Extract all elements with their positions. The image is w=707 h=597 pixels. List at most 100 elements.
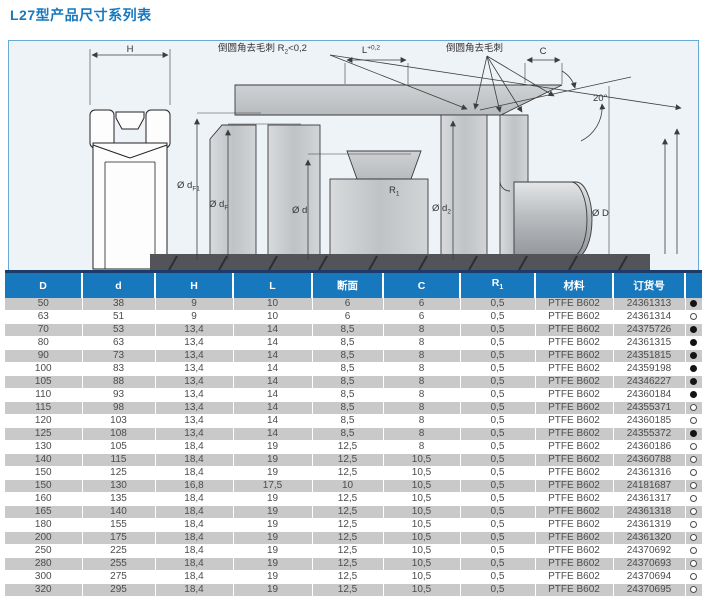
- cell-order_no: 24359198: [612, 362, 685, 377]
- cell-order_no: 24370694: [612, 570, 685, 585]
- cell-order_no: 24346227: [612, 375, 685, 390]
- cell-d: 83: [81, 362, 155, 377]
- angle-arc-top: [561, 70, 577, 89]
- col-header-d: d: [81, 271, 155, 299]
- cell-stock: [684, 544, 702, 559]
- cell-material: PTFE B602: [534, 427, 613, 442]
- cell-L: 19: [232, 544, 312, 559]
- cell-material: PTFE B602: [534, 323, 613, 338]
- col-header-L: L: [232, 271, 312, 299]
- cell-d: 108: [81, 427, 155, 442]
- cell-H: 18,4: [154, 492, 233, 507]
- cell-stock: [684, 375, 702, 390]
- cell-L: 14: [232, 388, 312, 403]
- label-c-dim: C: [540, 46, 547, 57]
- table-body: 50 38 9 10 6 6 0,5 PTFE B602 24361313 63 51 9 10 6 6 0,…: [5, 298, 702, 597]
- cell-D: 165: [5, 505, 82, 520]
- cell-material: PTFE B602: [534, 544, 613, 559]
- cell-C: 8: [382, 414, 460, 429]
- cell-L: 19: [232, 453, 312, 468]
- seal-profile: [89, 109, 171, 270]
- cell-stock: [684, 414, 702, 429]
- cell-L: 14: [232, 414, 312, 429]
- cell-stock: [684, 466, 702, 481]
- seal-installation-diagram: H 倒圆角去毛刺 R2<0,2 L+0,2 倒圆角去毛刺 C 20° Ø dF1…: [89, 42, 682, 270]
- cell-stock: [684, 557, 702, 572]
- cell-L: 10: [232, 298, 312, 312]
- cell-material: PTFE B602: [534, 505, 613, 520]
- open-dot-icon: [690, 533, 698, 541]
- cell-L: 19: [232, 440, 312, 455]
- cell-C: 8: [382, 362, 460, 377]
- cell-L: 19: [232, 570, 312, 585]
- table-row: 125 108 13,4 14 8,5 8 0,5 PTFE B602 24355372: [5, 427, 702, 442]
- cell-order_no: 24370693: [612, 557, 685, 572]
- table-row: 150 125 18,4 19 12,5 10,5 0,5 PTFE B602 24361316: [5, 466, 702, 481]
- cell-material: PTFE B602: [534, 570, 613, 585]
- cell-d: 38: [81, 298, 155, 312]
- open-dot-icon: [690, 546, 698, 554]
- col-header-H: H: [154, 271, 233, 299]
- table-header-row: D d H L 断面 C R1 材料 订货号: [5, 271, 702, 299]
- open-dot-icon: [690, 442, 698, 450]
- cell-H: 18,4: [154, 505, 233, 520]
- cell-R1: 0,5: [459, 323, 535, 338]
- cell-R1: 0,5: [459, 466, 535, 481]
- open-dot-icon: [690, 494, 698, 502]
- cell-R1: 0,5: [459, 310, 535, 325]
- retainer-trapezoid: [346, 150, 422, 180]
- cell-material: PTFE B602: [534, 349, 613, 364]
- cell-section: 12,5: [311, 518, 383, 533]
- leader-deburr-right-2: [486, 55, 502, 113]
- cell-C: 8: [382, 349, 460, 364]
- cell-C: 10,5: [382, 531, 460, 546]
- cell-order_no: 24361313: [612, 298, 685, 312]
- cell-H: 18,4: [154, 570, 233, 585]
- cell-stock: [684, 362, 702, 377]
- cell-material: PTFE B602: [534, 479, 613, 494]
- cell-stock: [684, 583, 702, 597]
- technical-drawing: H 倒圆角去毛刺 R2<0,2 L+0,2 倒圆角去毛刺 C 20° Ø dF1…: [8, 40, 699, 271]
- cell-H: 13,4: [154, 349, 233, 364]
- cell-d: 93: [81, 388, 155, 403]
- col-header-C: C: [382, 271, 460, 299]
- cell-C: 6: [382, 298, 460, 312]
- cell-C: 10,5: [382, 570, 460, 585]
- cell-section: 12,5: [311, 531, 383, 546]
- cell-stock: [684, 492, 702, 507]
- cell-R1: 0,5: [459, 440, 535, 455]
- cell-order_no: 24361316: [612, 466, 685, 481]
- cell-section: 12,5: [311, 505, 383, 520]
- cell-order_no: 24355372: [612, 427, 685, 442]
- cell-d: 275: [81, 570, 155, 585]
- cell-order_no: 24360184: [612, 388, 685, 403]
- cell-stock: [684, 518, 702, 533]
- open-dot-icon: [690, 468, 698, 476]
- cell-H: 18,4: [154, 583, 233, 597]
- cell-D: 200: [5, 531, 82, 546]
- cell-section: 6: [311, 310, 383, 325]
- open-dot-icon: [690, 520, 698, 528]
- label-angle: 20°: [593, 93, 608, 104]
- cell-D: 160: [5, 492, 82, 507]
- cell-C: 6: [382, 310, 460, 325]
- cell-stock: [684, 453, 702, 468]
- groove-block-left: [209, 124, 257, 261]
- cell-L: 19: [232, 518, 312, 533]
- table-row: 130 105 18,4 19 12,5 8 0,5 PTFE B602 24360186: [5, 440, 702, 455]
- table-row: 50 38 9 10 6 6 0,5 PTFE B602 24361313: [5, 298, 702, 312]
- cell-d: 125: [81, 466, 155, 481]
- cell-D: 50: [5, 298, 82, 312]
- cell-order_no: 24361315: [612, 336, 685, 351]
- cell-material: PTFE B602: [534, 518, 613, 533]
- cell-stock: [684, 440, 702, 455]
- cell-d: 130: [81, 479, 155, 494]
- cell-R1: 0,5: [459, 375, 535, 390]
- cell-D: 300: [5, 570, 82, 585]
- cylinder-tube-bar: [234, 84, 563, 116]
- cell-H: 18,4: [154, 466, 233, 481]
- cell-stock: [684, 349, 702, 364]
- cell-R1: 0,5: [459, 557, 535, 572]
- cell-H: 18,4: [154, 557, 233, 572]
- cell-D: 105: [5, 375, 82, 390]
